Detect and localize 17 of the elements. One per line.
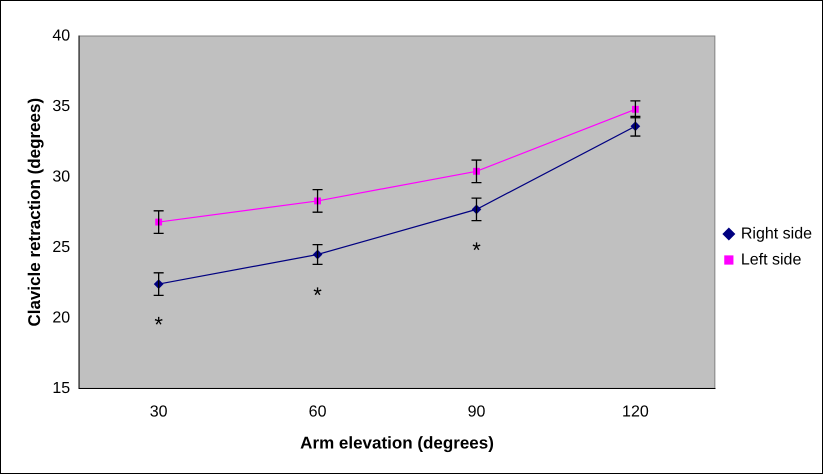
- x-tick-label: 90: [468, 403, 486, 420]
- y-tick-label: 40: [52, 27, 70, 44]
- annotation: *: [154, 312, 164, 338]
- legend-label: Left side: [740, 251, 802, 268]
- x-axis-title: Arm elevation (degrees): [300, 433, 494, 452]
- y-axis-title: Clavicle retraction (degrees): [24, 98, 44, 327]
- x-tick-label: 120: [622, 403, 649, 420]
- annotation: *: [313, 282, 322, 308]
- x-tick-label: 30: [150, 403, 168, 420]
- legend-label: Right side: [740, 225, 812, 242]
- y-tick-label: 15: [52, 380, 70, 397]
- x-tick-label: 60: [308, 403, 327, 420]
- y-tick-label: 30: [52, 168, 70, 186]
- y-tick-label: 35: [52, 98, 70, 115]
- y-tick-label: 25: [52, 238, 70, 256]
- y-tick-label: 20: [52, 309, 70, 326]
- annotation: *: [472, 237, 482, 262]
